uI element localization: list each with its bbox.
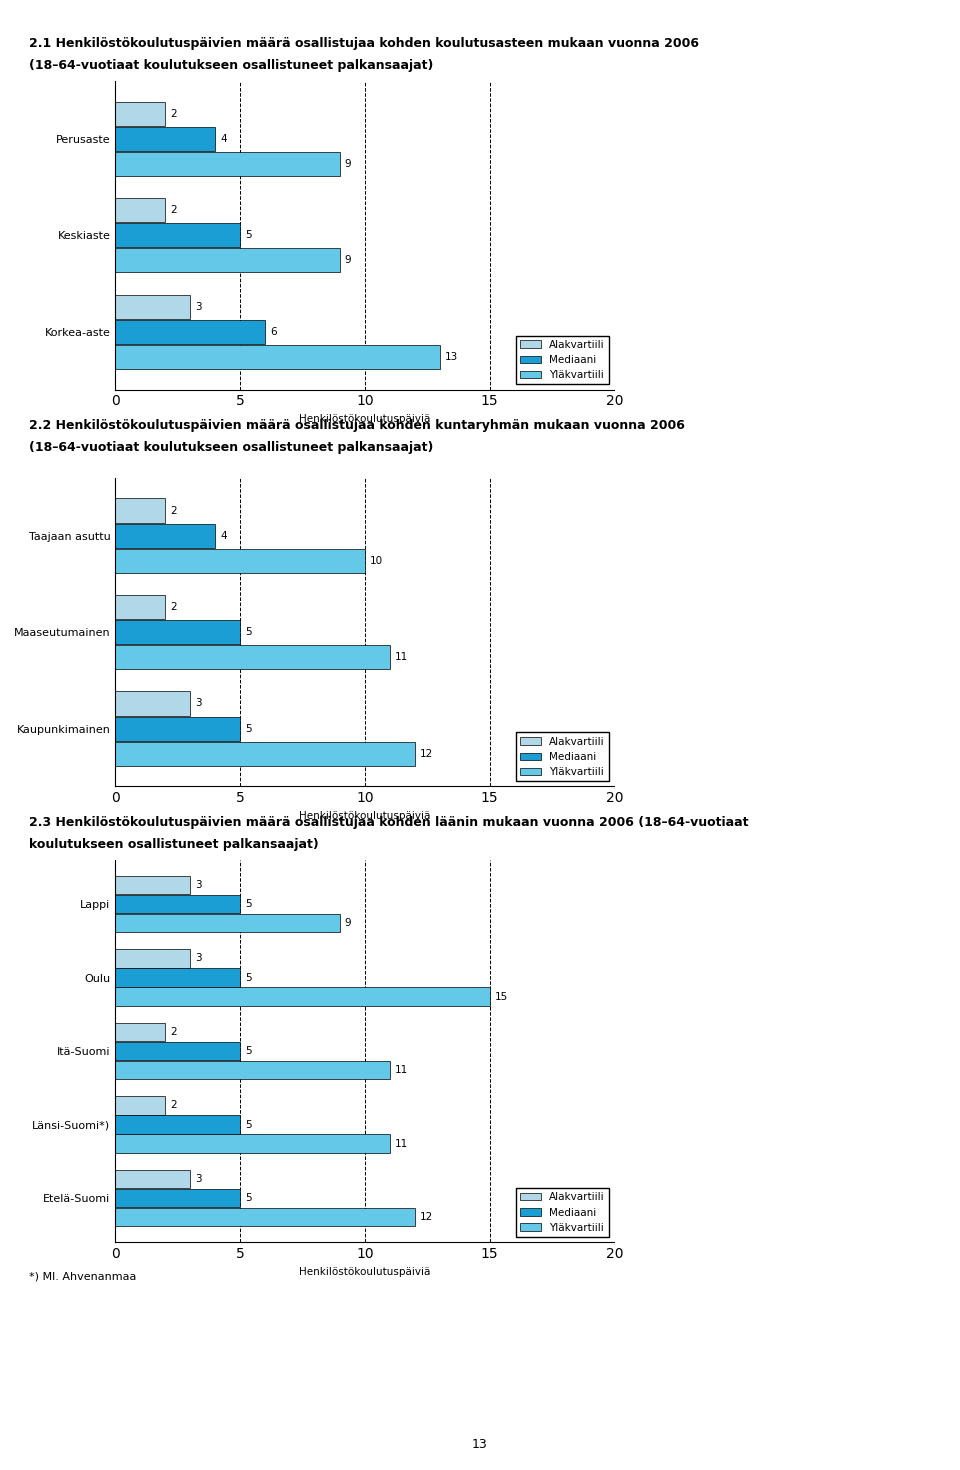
Text: (18–64-vuotiaat koulutukseen osallistuneet palkansaajat): (18–64-vuotiaat koulutukseen osallistune… bbox=[29, 59, 433, 72]
Text: 3: 3 bbox=[195, 1175, 202, 1183]
Text: 2: 2 bbox=[170, 109, 177, 119]
Text: 5: 5 bbox=[245, 973, 252, 982]
Bar bbox=[115, 914, 340, 932]
Text: 9: 9 bbox=[345, 159, 351, 169]
Text: 3: 3 bbox=[195, 881, 202, 889]
Bar bbox=[115, 691, 190, 716]
Bar bbox=[115, 1208, 415, 1226]
Text: *) Ml. Ahvenanmaa: *) Ml. Ahvenanmaa bbox=[29, 1272, 136, 1282]
Bar bbox=[115, 950, 190, 967]
Bar bbox=[115, 198, 165, 222]
Legend: Alakvartiili, Mediaani, Yläkvartiili: Alakvartiili, Mediaani, Yläkvartiili bbox=[516, 732, 610, 781]
Bar bbox=[115, 1042, 240, 1060]
Text: 5: 5 bbox=[245, 231, 252, 240]
Bar bbox=[115, 1023, 165, 1041]
Bar bbox=[115, 126, 215, 151]
Bar bbox=[115, 895, 240, 913]
Text: 13: 13 bbox=[444, 351, 458, 362]
Bar bbox=[115, 294, 190, 319]
Bar bbox=[115, 716, 240, 741]
Text: 2.3 Henkilöstökoulutuspäivien määrä osallistujaa kohden läänin mukaan vuonna 200: 2.3 Henkilöstökoulutuspäivien määrä osal… bbox=[29, 816, 748, 829]
Text: 3: 3 bbox=[195, 301, 202, 312]
Bar bbox=[115, 988, 490, 1005]
Bar bbox=[115, 620, 240, 644]
Text: 12: 12 bbox=[420, 1213, 433, 1222]
Text: 4: 4 bbox=[220, 134, 227, 144]
Bar bbox=[115, 595, 165, 619]
Text: 11: 11 bbox=[395, 1066, 408, 1075]
Text: 5: 5 bbox=[245, 1047, 252, 1055]
Legend: Alakvartiili, Mediaani, Yläkvartiili: Alakvartiili, Mediaani, Yläkvartiili bbox=[516, 335, 610, 384]
Text: 5: 5 bbox=[245, 628, 252, 637]
Text: 11: 11 bbox=[395, 1139, 408, 1148]
Text: 3: 3 bbox=[195, 954, 202, 963]
Bar bbox=[115, 1061, 390, 1079]
Bar bbox=[115, 523, 215, 548]
Bar bbox=[115, 248, 340, 272]
Text: 13: 13 bbox=[472, 1438, 488, 1451]
Text: 2: 2 bbox=[170, 603, 177, 612]
Text: 6: 6 bbox=[270, 326, 276, 337]
Bar bbox=[115, 1189, 240, 1207]
Bar bbox=[115, 223, 240, 247]
Text: 12: 12 bbox=[420, 748, 433, 759]
Text: 10: 10 bbox=[370, 556, 383, 566]
Text: 2: 2 bbox=[170, 1101, 177, 1110]
Bar bbox=[115, 151, 340, 176]
Bar bbox=[115, 498, 165, 523]
Text: 4: 4 bbox=[220, 531, 227, 541]
Text: koulutukseen osallistuneet palkansaajat): koulutukseen osallistuneet palkansaajat) bbox=[29, 838, 319, 851]
Text: 9: 9 bbox=[345, 256, 351, 265]
Bar bbox=[115, 101, 165, 126]
Text: (18–64-vuotiaat koulutukseen osallistuneet palkansaajat): (18–64-vuotiaat koulutukseen osallistune… bbox=[29, 441, 433, 454]
Text: 2.1 Henkilöstökoulutuspäivien määrä osallistujaa kohden koulutusasteen mukaan vu: 2.1 Henkilöstökoulutuspäivien määrä osal… bbox=[29, 37, 699, 50]
Bar bbox=[115, 1116, 240, 1133]
Bar bbox=[115, 645, 390, 669]
Text: 2: 2 bbox=[170, 1028, 177, 1036]
Text: 5: 5 bbox=[245, 1120, 252, 1129]
Text: 15: 15 bbox=[494, 992, 508, 1001]
Bar bbox=[115, 969, 240, 986]
Text: 2: 2 bbox=[170, 506, 177, 516]
Bar bbox=[115, 876, 190, 894]
Text: 2: 2 bbox=[170, 206, 177, 215]
X-axis label: Henkilöstökoulutuspäiviä: Henkilöstökoulutuspäiviä bbox=[300, 811, 430, 820]
X-axis label: Henkilöstökoulutuspäiviä: Henkilöstökoulutuspäiviä bbox=[300, 415, 430, 423]
Bar bbox=[115, 548, 365, 573]
Text: 9: 9 bbox=[345, 919, 351, 928]
Text: 11: 11 bbox=[395, 653, 408, 662]
Text: 5: 5 bbox=[245, 723, 252, 734]
Bar bbox=[115, 1135, 390, 1152]
Text: 5: 5 bbox=[245, 1194, 252, 1202]
Bar bbox=[115, 741, 415, 766]
Text: 5: 5 bbox=[245, 900, 252, 908]
Text: 3: 3 bbox=[195, 698, 202, 709]
Bar bbox=[115, 344, 440, 369]
Legend: Alakvartiili, Mediaani, Yläkvartiili: Alakvartiili, Mediaani, Yläkvartiili bbox=[516, 1188, 610, 1236]
Text: 2.2 Henkilöstökoulutuspäivien määrä osallistujaa kohden kuntaryhmän mukaan vuonn: 2.2 Henkilöstökoulutuspäivien määrä osal… bbox=[29, 419, 684, 432]
Bar bbox=[115, 1170, 190, 1188]
Bar bbox=[115, 1097, 165, 1114]
X-axis label: Henkilöstökoulutuspäiviä: Henkilöstökoulutuspäiviä bbox=[300, 1267, 430, 1276]
Bar bbox=[115, 319, 265, 344]
